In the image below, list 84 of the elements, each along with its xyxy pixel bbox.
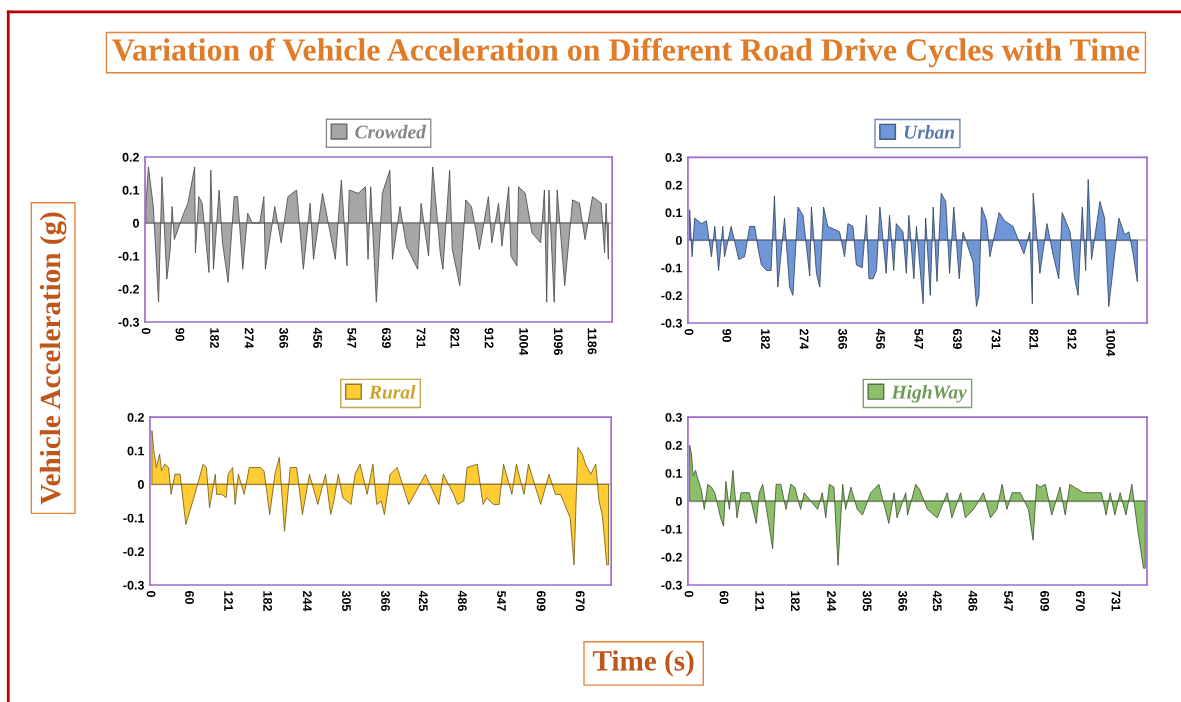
x-tick-label: 182 <box>790 591 800 611</box>
x-tick-label: 90 <box>722 328 732 342</box>
x-tick-label: 912 <box>484 328 494 348</box>
y-tick-label: 0.1 <box>665 208 683 218</box>
x-tick-label: 731 <box>1111 591 1121 612</box>
x-tick-label: 274 <box>244 328 254 349</box>
y-tick-label: 0.2 <box>127 413 144 422</box>
x-tick-label: 1096 <box>553 328 563 355</box>
y-tick-label: -0.1 <box>118 251 140 261</box>
x-tick-label: 912 <box>1067 328 1077 349</box>
x-tick-label: 670 <box>1075 590 1085 611</box>
x-tick-label: 366 <box>898 590 908 611</box>
x-tick-label: 639 <box>952 329 962 349</box>
y-tick-label: -0.1 <box>661 524 683 534</box>
y-tick-label: 0.1 <box>122 185 140 195</box>
y-tick-label: -0.2 <box>118 284 139 294</box>
y-tick-label: 0 <box>137 480 144 489</box>
x-tick-label: 456 <box>313 327 323 348</box>
x-tick-label: 182 <box>210 328 219 348</box>
x-tick-label: 305 <box>862 590 872 612</box>
y-tick-label: -0.2 <box>661 291 682 301</box>
y-tick-label: 0.2 <box>665 180 682 190</box>
x-tick-label: 547 <box>497 590 506 611</box>
legend-label: Urban <box>904 125 955 139</box>
x-tick-label: 274 <box>799 328 809 350</box>
y-tick-label: 0.2 <box>665 440 682 450</box>
x-tick-label: 486 <box>457 590 467 611</box>
legend-label: Crowded <box>355 124 427 139</box>
x-tick-label: 456 <box>876 328 885 349</box>
chart-title: Variation of Vehicle Acceleration on Different Road Drive Cycles with Time <box>112 37 1140 68</box>
x-tick-label: 731 <box>991 329 1001 350</box>
x-tick-label: 60 <box>185 590 194 604</box>
x-tick-label: 182 <box>263 591 273 611</box>
x-tick-label: 821 <box>1029 328 1039 350</box>
x-axis-title: Time (s) <box>592 650 694 677</box>
x-tick-label: 0 <box>684 329 694 335</box>
y-tick-label: 0.1 <box>665 468 683 478</box>
y-tick-label: 0.2 <box>122 152 139 162</box>
x-tick-label: 366 <box>279 327 289 348</box>
x-tick-label: 639 <box>381 328 391 348</box>
x-tick-label: 547 <box>914 328 924 349</box>
x-tick-label: 244 <box>303 590 312 612</box>
x-tick-label: 121 <box>755 591 765 612</box>
x-tick-label: 244 <box>827 590 836 612</box>
legend-label: Rural <box>368 384 416 399</box>
x-tick-label: 0 <box>146 591 156 597</box>
x-tick-label: 1004 <box>519 328 529 356</box>
x-tick-label: 670 <box>575 590 585 611</box>
y-tick-label: 0 <box>675 496 682 506</box>
x-tick-label: 366 <box>838 328 848 349</box>
x-tick-label: 547 <box>1004 590 1013 611</box>
x-tick-label: 0 <box>684 591 694 597</box>
y-axis-title: Vehicle Acceleration (g) <box>39 212 67 505</box>
x-tick-label: 305 <box>341 590 351 612</box>
y-tick-label: 0.3 <box>665 153 682 162</box>
y-tick-label: 0.3 <box>665 413 682 422</box>
x-tick-label: 609 <box>536 590 546 611</box>
y-tick-label: -0.1 <box>123 513 145 523</box>
x-tick-label: 1186 <box>587 328 597 355</box>
x-tick-label: 90 <box>175 328 185 341</box>
x-tick-label: 182 <box>761 329 770 349</box>
y-tick-label: 0 <box>675 235 682 245</box>
y-tick-label: 0.1 <box>127 446 145 456</box>
x-tick-label: 821 <box>450 327 460 349</box>
x-tick-label: 609 <box>1040 590 1050 611</box>
x-tick-label: 0 <box>141 328 151 334</box>
y-tick-label: -0.3 <box>661 580 682 590</box>
x-tick-label: 60 <box>719 590 729 604</box>
x-tick-label: 1004 <box>1106 329 1116 357</box>
y-tick-label: -0.3 <box>118 317 140 327</box>
y-tick-label: -0.1 <box>661 263 683 273</box>
y-tick-label: -0.2 <box>661 552 682 562</box>
x-tick-label: 425 <box>418 590 428 612</box>
y-tick-label: -0.3 <box>123 580 144 590</box>
x-tick-label: 731 <box>416 328 426 349</box>
y-tick-label: -0.3 <box>661 318 682 328</box>
x-tick-label: 121 <box>224 591 233 612</box>
x-tick-label: 425 <box>932 590 942 612</box>
y-tick-label: 0 <box>133 218 139 228</box>
x-tick-label: 486 <box>968 590 978 611</box>
legend-label: HighWay <box>891 384 967 403</box>
x-tick-label: 547 <box>347 327 357 348</box>
y-tick-label: -0.2 <box>123 547 144 557</box>
x-tick-label: 366 <box>381 590 390 611</box>
